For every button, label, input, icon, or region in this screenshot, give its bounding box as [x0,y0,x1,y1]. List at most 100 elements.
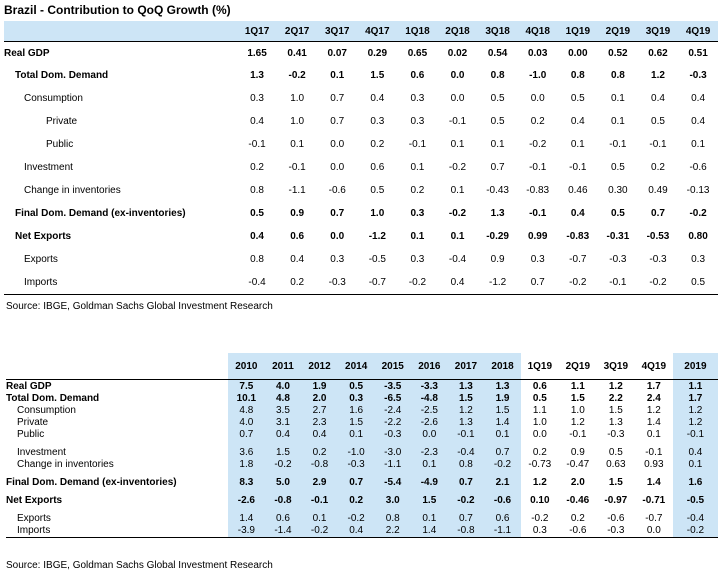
table-cell: 0.2 [532,447,547,458]
quarterly-table-row: Public -0.1 0.1 0.0 0.2 -0.1 0.1 0.1 -0.2 0.1 -0.1… [4,133,718,156]
table-cell: 1.3 [447,379,485,393]
spacer-cell [447,507,485,513]
table-cell: -0.29 [486,231,509,242]
table-cell: -0.1 [301,495,338,507]
table-cell: 0.5 [651,116,665,127]
table-cell: -0.2 [637,271,679,295]
spacer-cell [447,441,485,447]
annual-col-header: 1Q19 [520,353,559,380]
quarterly-col-header: 4Q17 [357,21,398,42]
table-cell: -0.2 [448,208,467,219]
table-cell: 0.5 [610,208,625,219]
annual-col-header: 2014 [337,353,375,380]
table-cell: 0.4 [301,429,338,441]
table-cell: 0.3 [530,254,545,265]
table-cell: 0.3 [250,93,264,104]
row-label: Net Exports [6,495,229,507]
table-cell: 1.4 [411,525,448,538]
annual-table-row: Real GDP 7.5 4.0 1.9 0.5 -3.5 -3.3 1.3 1.3 0.6 1.1… [6,379,718,393]
table-cell: 0.0 [330,231,345,242]
table-cell: 1.4 [228,513,265,525]
table-cell: 5.0 [264,477,302,489]
table-cell: 2.2 [374,525,412,538]
spacer-cell [374,507,412,513]
table-cell: 1.5 [337,417,375,429]
quarterly-col-header: 2Q17 [277,21,318,42]
table-cell: -0.4 [672,513,718,525]
quarterly-table-row: Real GDP 1.65 0.41 0.07 0.29 0.65 0.02 0.54 0.03… [4,42,718,65]
table-cell: 0.0 [530,93,545,104]
spacer-cell [337,507,375,513]
table-cell: -1.0 [337,447,375,459]
table-cell: 0.10 [530,495,550,506]
table-cell: -3.9 [228,525,265,538]
table-cell: 0.2 [337,495,375,507]
table-cell: 1.5 [264,447,302,459]
table-cell: 0.1 [337,429,375,441]
table-cell: 2.1 [484,477,521,489]
table-cell: 1.4 [646,477,661,488]
row-label: Public [46,139,74,150]
table-cell: 1.5 [370,70,385,81]
row-label: Net Exports [15,231,72,242]
table-cell: 0.1 [484,429,521,441]
table-cell: -0.1 [645,447,663,458]
table-cell: 0.3 [410,208,425,219]
table-cell: -3.0 [374,447,412,459]
spacer-cell [411,441,448,447]
spacer-row [6,489,718,495]
table-cell: 3.5 [264,405,302,417]
row-label: Exports [24,254,58,265]
quarterly-table-row: Consumption 0.3 1.0 0.7 0.4 0.3 0.0 0.5 0.0 0.5 0.… [4,87,718,110]
table-cell: 0.02 [447,47,468,59]
row-label: Total Dom. Demand [15,70,109,81]
quarterly-col-header: 2Q19 [597,21,638,42]
table-cell: 1.0 [532,417,547,428]
table-cell: -0.2 [672,525,718,538]
table-cell: 0.3 [330,254,345,265]
table-cell: 0.7 [447,513,485,525]
spacer-row [6,471,718,477]
spacer-cell [411,471,448,477]
table-cell: 1.3 [490,208,505,219]
quarterly-table-row: Net Exports 0.4 0.6 0.0 -1.2 0.1 0.1 -0.29 0.99 -… [4,225,718,248]
quarterly-table-row: Change in inventories 0.8 -1.1 -0.6 0.5 0.2 0.… [4,179,718,202]
table-cell: 0.1 [672,459,718,471]
table-cell: 0.03 [527,47,548,59]
table-cell: 0.5 [570,93,585,104]
annual-col-header: 2019 [672,353,718,380]
table-cell: 0.6 [264,513,302,525]
spacer-cell [337,489,375,495]
quarterly-table-row: Imports -0.4 0.2 -0.3 -0.7 -0.2 0.4 -1.2 0.7 -0.2… [4,271,719,295]
table-cell: 0.52 [608,47,628,59]
table-cell: 0.63 [606,459,626,470]
spacer-cell [672,489,718,495]
table-cell: 1.9 [484,393,521,405]
table-cell: -0.6 [558,525,597,538]
table-cell: 0.5 [678,271,719,295]
table-cell: 0.8 [447,459,485,471]
table-cell: -4.9 [411,477,448,489]
spacer-cell [374,441,412,447]
table-cell: 0.9 [570,447,585,458]
spacer-cell [447,489,485,495]
annual-table-row: Investment 3.6 1.5 0.2 -1.0 -3.0 -2.3 -0.4 0.7 0.… [6,447,718,459]
row-label: Consumption [6,405,229,417]
table-cell: 1.1 [570,380,585,392]
spacer-cell [228,489,265,495]
table-cell: 1.2 [532,477,547,488]
spacer-cell [411,507,448,513]
table-cell: 0.1 [450,231,465,242]
table-cell: 0.1 [411,513,448,525]
table-cell: 1.1 [672,379,718,393]
table-cell: 0.9 [290,208,305,219]
table-cell: -0.6 [607,513,625,524]
table-cell: 1.65 [247,47,267,59]
row-label: Investment [24,162,73,173]
table-cell: 0.4 [651,93,665,104]
quarterly-table-body: Real GDP 1.65 0.41 0.07 0.29 0.65 0.02 0.54 0.03… [4,42,719,295]
annual-table-body: Real GDP 7.5 4.0 1.9 0.5 -3.5 -3.3 1.3 1.3 0.6 1.1… [6,379,718,538]
table-cell: -0.4 [237,271,278,295]
table-cell: 0.3 [337,393,375,405]
table-cell: 3.1 [264,417,302,429]
